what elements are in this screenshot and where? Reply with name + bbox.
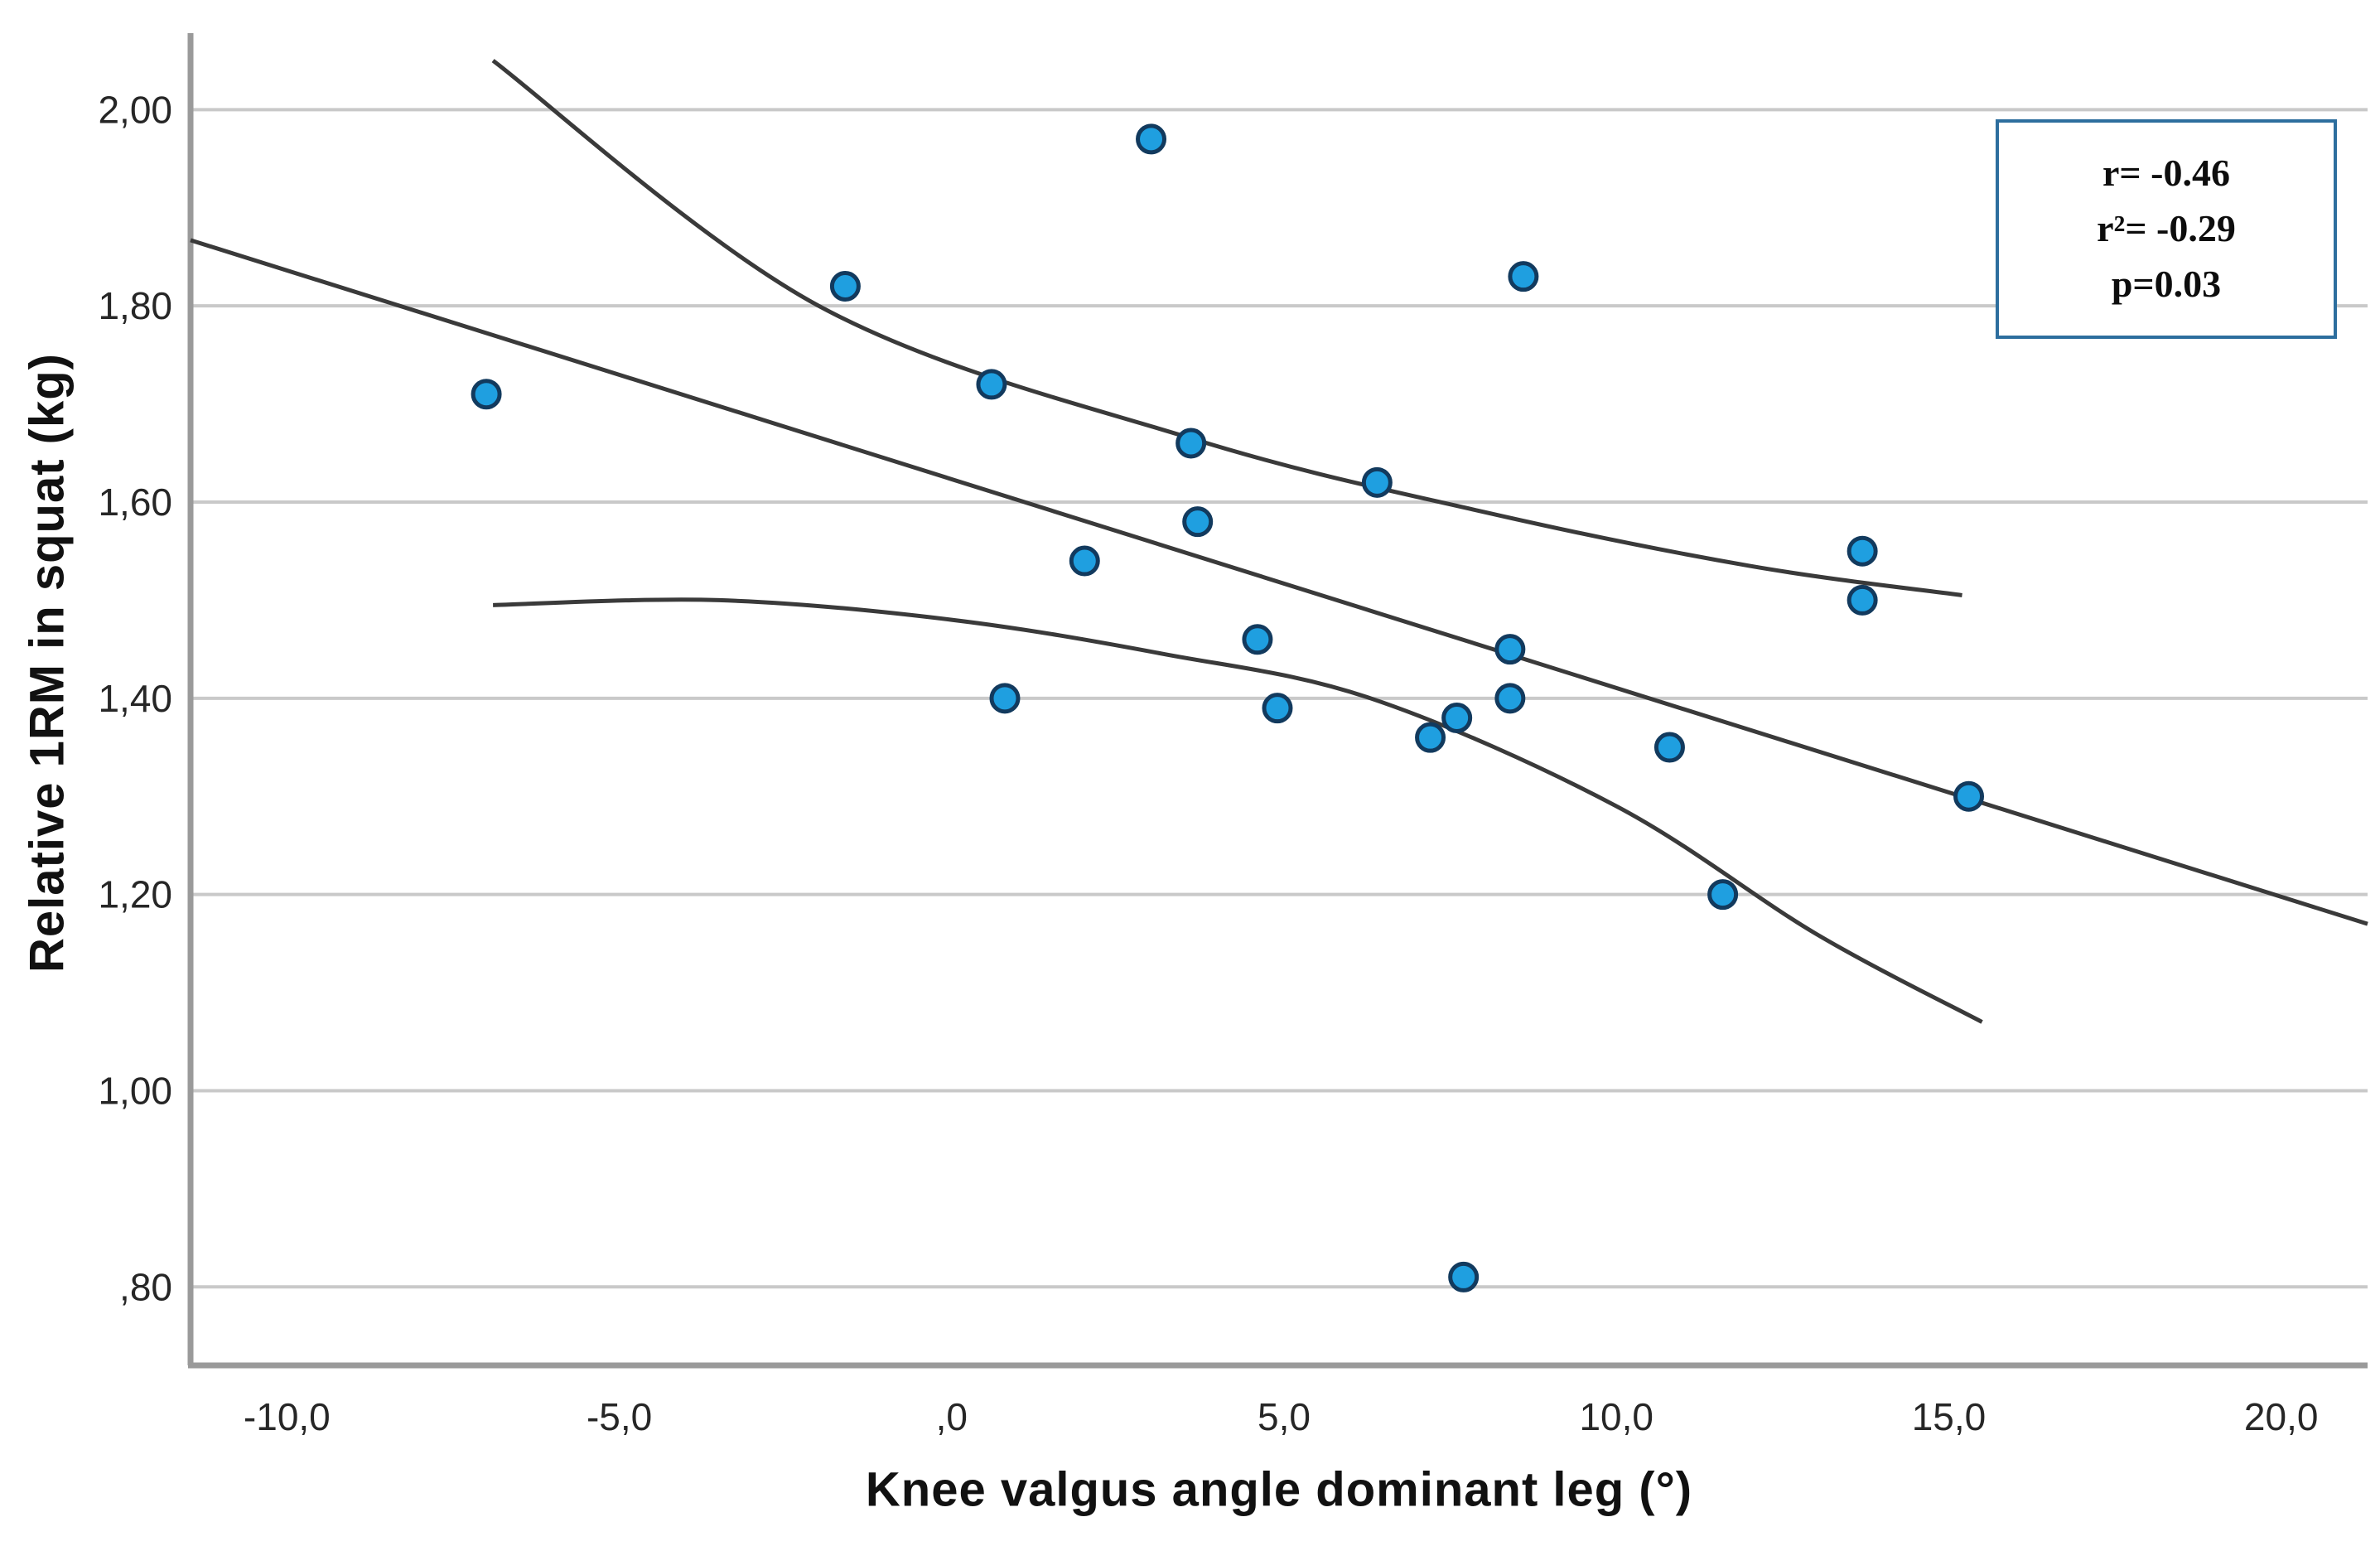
y-tick-label: 1,00: [98, 1069, 172, 1112]
x-tick-label: 20,0: [2244, 1395, 2319, 1438]
data-point: [976, 369, 1007, 400]
data-point: [1494, 683, 1526, 714]
x-tick-label: 10,0: [1579, 1395, 1653, 1438]
x-tick-label: -10,0: [244, 1395, 331, 1438]
stat-p-value: p=0.03: [2111, 262, 2222, 305]
stat-r-value: r= -0.46: [2102, 152, 2230, 195]
ci-upper-curve: [491, 59, 1962, 597]
data-point: [1847, 535, 1878, 567]
data-point: [1494, 634, 1526, 665]
data-point: [471, 379, 502, 410]
x-tick-label: -5,0: [587, 1395, 652, 1438]
x-tick-label: 5,0: [1258, 1395, 1311, 1438]
data-point: [1508, 261, 1539, 292]
data-point: [1361, 466, 1393, 498]
data-point: [1069, 545, 1100, 577]
x-axis-title: Knee valgus angle dominant leg (°): [865, 1462, 1693, 1517]
x-tick-label: 15,0: [1912, 1395, 1987, 1438]
stats-annotation-box: r= -0.46 r²= -0.29 p=0.03: [1996, 119, 2337, 339]
data-point: [1176, 428, 1207, 459]
x-tick-label: ,0: [936, 1395, 968, 1438]
data-point: [1242, 624, 1273, 655]
y-tick-label: 1,40: [98, 677, 172, 720]
stat-r-squared-value: r²= -0.29: [2097, 207, 2236, 250]
data-point: [1136, 123, 1167, 155]
data-point: [1262, 693, 1293, 724]
y-tick-label: 2,00: [98, 88, 172, 131]
data-point: [989, 683, 1021, 714]
data-point: [1415, 722, 1446, 753]
data-point: [1707, 879, 1739, 911]
y-axis-title: Relative 1RM in squat (kg): [20, 353, 75, 973]
data-point: [1182, 506, 1214, 538]
y-tick-label: 1,80: [98, 284, 172, 327]
regression-line: [190, 238, 2368, 926]
ci-lower-curve: [493, 597, 1983, 1024]
data-point: [1847, 584, 1878, 616]
y-tick-label: 1,20: [98, 873, 172, 916]
data-point: [1448, 1261, 1480, 1292]
data-point: [1953, 780, 1985, 812]
y-tick-label: 1,60: [98, 481, 172, 524]
data-point: [1653, 732, 1685, 763]
y-tick-label: ,80: [119, 1265, 172, 1308]
data-point: [829, 270, 861, 302]
data-point: [1441, 702, 1473, 733]
